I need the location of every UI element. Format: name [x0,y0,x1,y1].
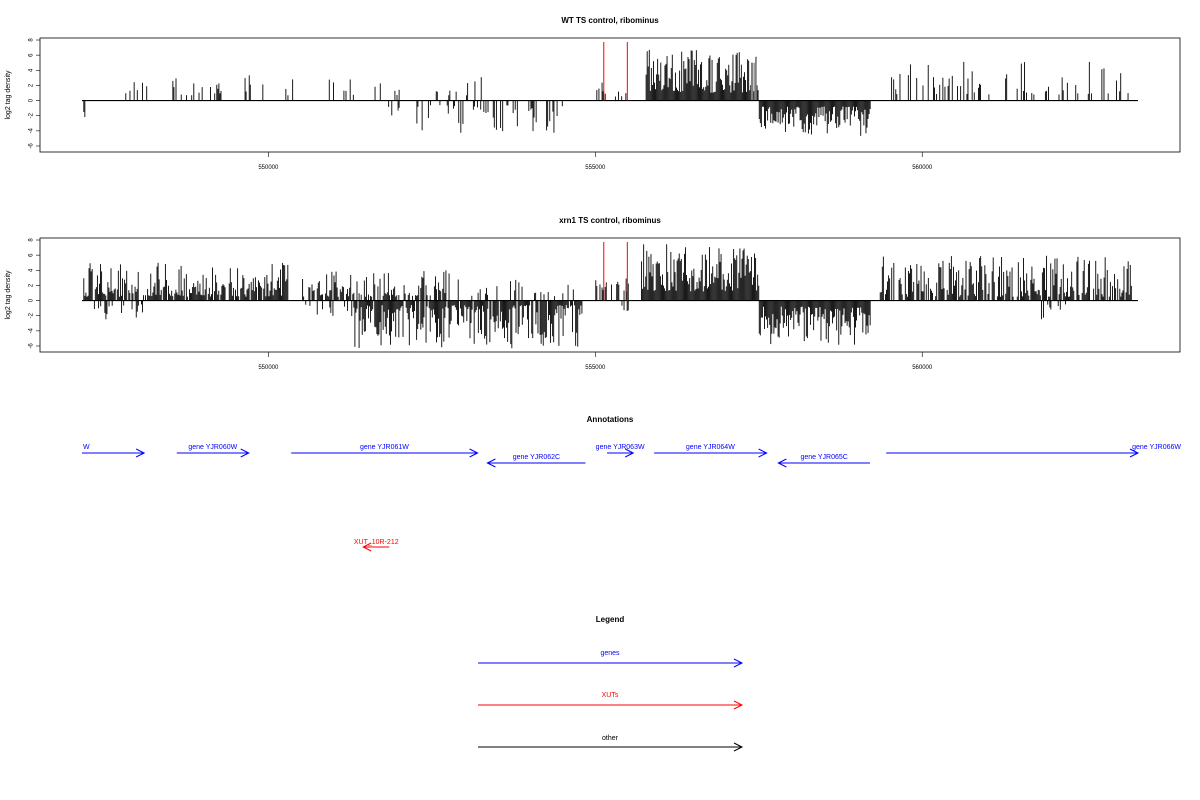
x-tick-label: 555000 [585,165,606,171]
y-tick-label: 8 [29,38,35,42]
track-panel-2: xrn1 TS control, ribominus log2 tag dens… [5,216,1181,371]
y-tick-label: 0 [29,298,35,302]
panel-2-x-axis: 550000 555000 560000 [258,352,933,371]
xut-arrowhead [362,542,372,552]
legend-label-xuts: XUTs [602,692,619,699]
y-tick-label: 6 [29,253,35,257]
panel-1-title: WT TS control, ribominus [561,16,659,25]
y-tick-label: 8 [29,238,35,242]
gene-arrowhead [624,448,635,458]
legend-label-other: other [602,735,619,742]
x-tick-label: 560000 [912,365,933,371]
y-tick-label: -2 [29,112,35,118]
gene-arrowhead [135,448,146,458]
legend-arrowhead-other [733,742,744,752]
legend-arrowhead-genes [733,658,744,668]
y-tick-label: 0 [29,98,35,102]
track-panel-1: WT TS control, ribominus log2 tag densit… [5,16,1181,171]
x-tick-label: 550000 [258,165,279,171]
legend-item-other: other [478,735,744,752]
panel-2-title: xrn1 TS control, ribominus [559,216,661,225]
panel-1-bars [82,42,1138,136]
x-tick-label: 555000 [585,365,606,371]
y-tick-label: 4 [29,268,35,272]
xut-annotations: XUT_10R-212 [354,539,399,552]
gene-label: W [83,444,90,451]
y-tick-label: -6 [29,143,35,149]
legend-arrowhead-xuts [733,700,744,710]
y-tick-label: -2 [29,312,35,318]
gene-label: gene YJR061W [360,444,409,451]
y-tick-label: -4 [29,328,35,334]
legend-label-genes: genes [600,650,620,657]
panel-1-y-axis-label: log2 tag density [5,70,12,120]
gene-arrowhead [1129,448,1140,458]
annotations-title: Annotations [587,415,634,424]
x-tick-label: 550000 [258,365,279,371]
legend: Legend genes XUTs other [478,615,744,752]
x-tick-label: 560000 [912,165,933,171]
gene-label: gene YJR062C [513,454,560,461]
gene-label: gene YJR063W [596,444,645,451]
panel-2-frame [39,237,1181,353]
gene-arrowhead [469,448,479,458]
panel-2-y-axis-label: log2 tag density [5,270,12,320]
y-tick-label: 6 [29,53,35,57]
gene-label: gene YJR065C [800,454,847,461]
panel-1-x-axis: 550000 555000 560000 [258,152,933,171]
gene-arrowhead [240,448,250,458]
panel-1-frame [39,37,1181,153]
gene-label: gene YJR066W [1132,444,1181,451]
legend-item-xuts: XUTs [478,692,744,710]
xut-label: XUT_10R-212 [354,539,399,546]
panel-2-y-axis: 8 6 4 2 0 -2 -4 -6 [29,238,40,349]
panel-1-y-axis: 8 6 4 2 0 -2 -4 -6 [29,38,40,149]
y-tick-label: -4 [29,128,35,134]
y-tick-label: 4 [29,68,35,72]
y-tick-label: -6 [29,343,35,349]
gene-label: gene YJR060W [188,444,237,451]
y-tick-label: 2 [29,83,35,87]
panel-2-bars [82,242,1138,349]
gene-arrowhead [758,448,768,458]
gene-arrowhead [777,458,787,468]
legend-title: Legend [596,615,625,624]
gene-arrowhead [486,458,496,468]
legend-item-genes: genes [478,650,744,668]
y-tick-label: 2 [29,283,35,287]
gene-label: gene YJR064W [686,444,735,451]
